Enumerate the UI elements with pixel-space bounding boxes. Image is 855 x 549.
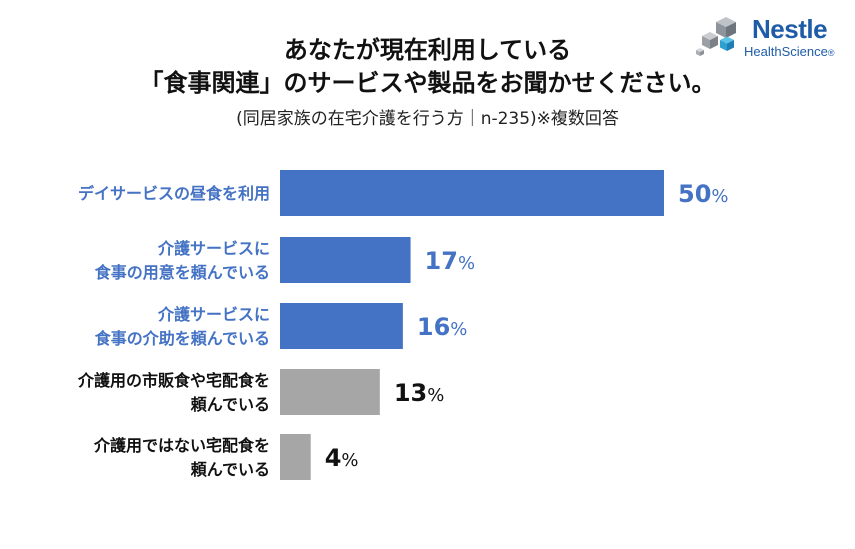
bar-1 (280, 170, 664, 216)
category-label-3-line-2: 食事の介助を頼んでいる (94, 329, 270, 348)
chart-subtitle: (同居家族の在宅介護を行う方｜n-235)※複数回答 (236, 109, 619, 129)
bar-3 (280, 303, 403, 349)
category-label-4-line-1: 介護用の市販食や宅配食を (77, 371, 270, 390)
value-label-4: 13% (394, 379, 445, 407)
nestle-health-science-logo: Nestle HealthScience® (694, 14, 844, 64)
category-label-2-line-2: 食事の用意を頼んでいる (94, 263, 270, 282)
bar-5 (280, 434, 311, 480)
category-label-3-line-1: 介護サービスに (157, 305, 270, 324)
bar-2 (280, 237, 411, 283)
title-line-1: あなたが現在利用している (283, 36, 572, 64)
bar-4 (280, 369, 380, 415)
nestle-cube-logo-icon (696, 17, 736, 56)
title-line-2: 「食事関連」のサービスや製品をお聞かせください。 (139, 69, 716, 97)
value-label-5: 4% (325, 444, 359, 472)
category-label-1-line-1: デイサービスの昼食を利用 (78, 184, 270, 203)
category-label-5-line-2: 頼んでいる (191, 460, 270, 479)
value-label-1: 50% (678, 180, 729, 208)
logo-brand-text: Nestle (752, 14, 828, 44)
logo-sub-text: HealthScience® (744, 44, 835, 59)
chart-title: あなたが現在利用している 「食事関連」のサービスや製品をお聞かせください。 (0, 34, 855, 100)
value-label-2: 17% (425, 247, 476, 275)
category-label-4-line-2: 頼んでいる (191, 395, 270, 414)
value-label-3: 16% (417, 313, 468, 341)
category-label-5-line-1: 介護用ではない宅配食を (93, 436, 270, 455)
category-label-2-line-1: 介護サービスに (157, 239, 270, 258)
